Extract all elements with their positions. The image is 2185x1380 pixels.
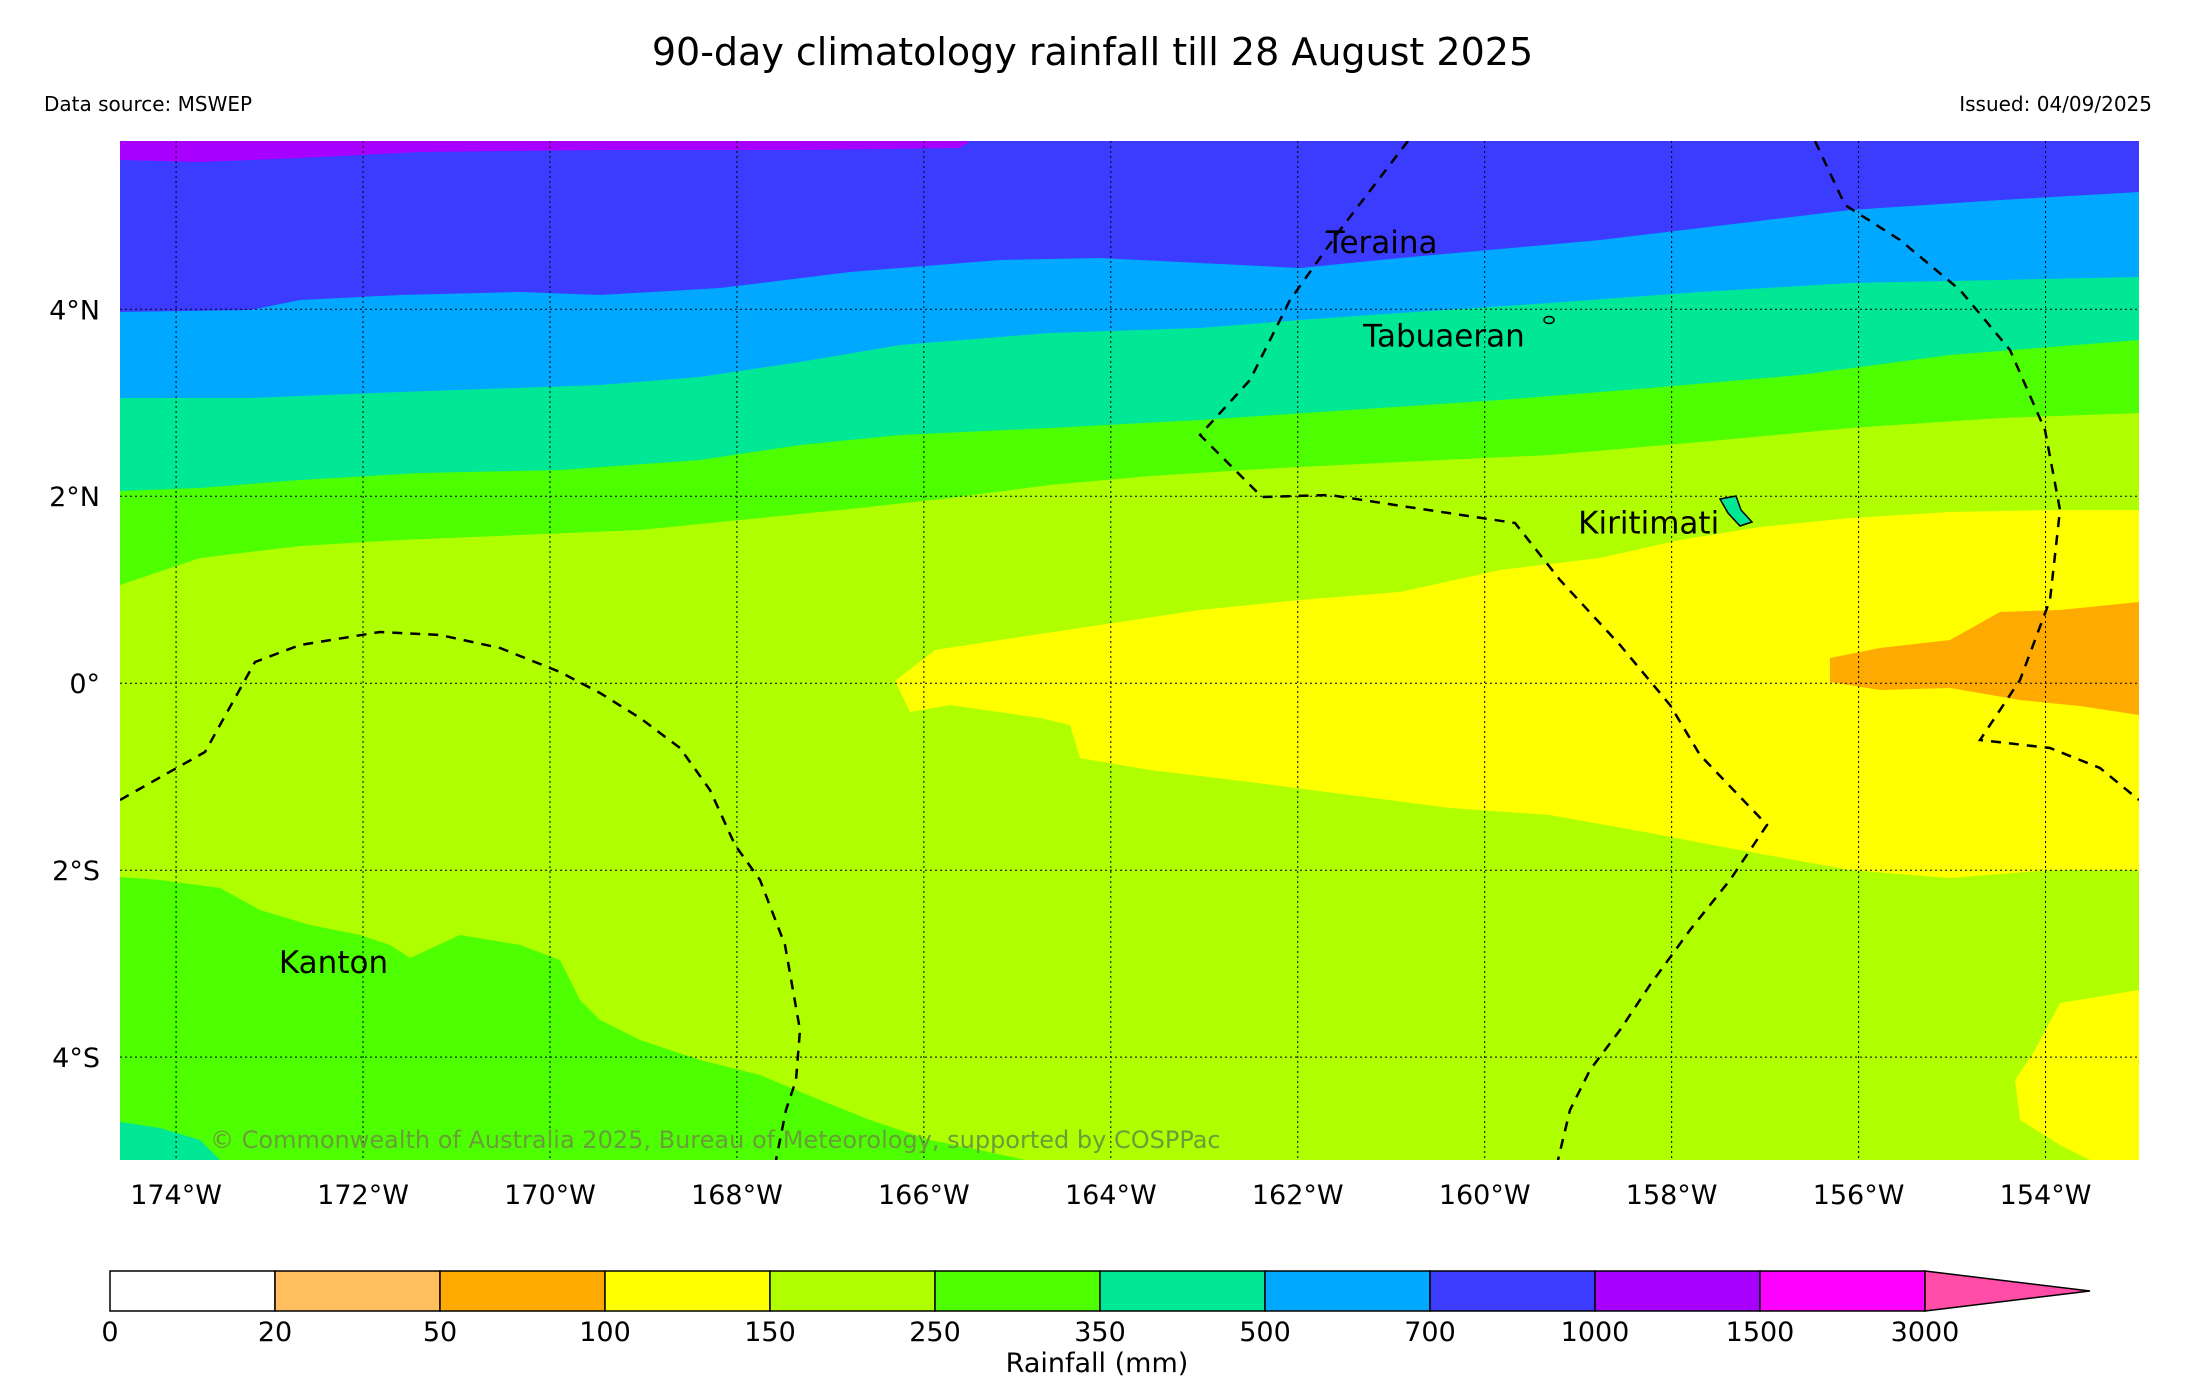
longitude-tick-label: 166°W <box>878 1180 970 1211</box>
legend-swatch <box>109 1270 276 1312</box>
legend-tick-label: 100 <box>579 1317 631 1348</box>
longitude-tick-label: 160°W <box>1439 1180 1531 1211</box>
place-label-kiritimati: Kiritimati <box>1578 506 1719 542</box>
kiritimati-island-outline <box>1718 495 1754 527</box>
longitude-tick-label: 158°W <box>1626 1180 1718 1211</box>
longitude-tick-label: 154°W <box>2000 1180 2092 1211</box>
band-50-100 <box>1830 602 2139 715</box>
legend-tick-label: 0 <box>101 1317 118 1348</box>
legend-swatch <box>1759 1270 1926 1312</box>
band-250-350-south <box>120 877 1025 1160</box>
map-area: Teraina Tabuaeran Kiritimati Kanton © Commo… <box>120 141 2139 1160</box>
legend-swatch <box>1594 1270 1761 1312</box>
longitude-tick-labels: 174°W 172°W 170°W 168°W 166°W 164°W 162°W 160°W… <box>130 1180 2091 1211</box>
legend-extend-arrow <box>1924 1270 2091 1312</box>
legend-swatch <box>274 1270 441 1312</box>
legend-tick-label: 50 <box>423 1317 457 1348</box>
legend-swatch <box>604 1270 771 1312</box>
legend-tick-label: 1500 <box>1726 1317 1795 1348</box>
longitude-tick-label: 172°W <box>317 1180 409 1211</box>
eez-boundary-line-east <box>1813 141 2139 801</box>
longitude-tick-label: 162°W <box>1252 1180 1344 1211</box>
band-100-150 <box>895 510 2139 878</box>
boundary-lines <box>120 141 2139 1160</box>
latitude-tick-label: 4°N <box>49 295 100 326</box>
latitude-tick-label: 0° <box>69 669 100 700</box>
latitude-tick-label: 2°S <box>52 856 100 887</box>
copyright-notice: © Commonwealth of Australia 2025, Bureau… <box>210 1126 1221 1154</box>
longitude-tick-label: 168°W <box>691 1180 783 1211</box>
legend-tick-label: 150 <box>744 1317 796 1348</box>
place-label-kanton: Kanton <box>279 945 388 981</box>
longitude-tick-label: 170°W <box>504 1180 596 1211</box>
legend-label: Rainfall (mm) <box>1006 1348 1189 1379</box>
latitude-tick-label: 4°S <box>52 1043 100 1074</box>
band-1000-1500 <box>120 141 970 162</box>
band-350-500-south <box>120 1122 220 1160</box>
legend-tick-label: 250 <box>909 1317 961 1348</box>
legend-swatch <box>439 1270 606 1312</box>
longitude-tick-label: 156°W <box>1813 1180 1905 1211</box>
legend-swatch <box>1429 1270 1596 1312</box>
legend-tick-label: 20 <box>258 1317 292 1348</box>
legend-tick-label: 700 <box>1404 1317 1456 1348</box>
latitude-tick-label: 2°N <box>49 482 100 513</box>
graticule <box>120 141 2139 1160</box>
legend-swatch <box>1264 1270 1431 1312</box>
eez-boundary-line-north <box>1198 141 1769 1160</box>
longitude-tick-label: 174°W <box>130 1180 222 1211</box>
map-title: 90-day climatology rainfall till 28 Augu… <box>651 30 1534 74</box>
rainfall-legend: 0 20 50 100 150 250 350 500 700 1000 1500 3000 <box>101 1270 2091 1348</box>
tabuaeran-island-outline <box>1543 315 1555 325</box>
legend-tick-label: 350 <box>1074 1317 1126 1348</box>
data-source: Data source: MSWEP <box>44 92 253 116</box>
legend-swatch <box>934 1270 1101 1312</box>
latitude-tick-labels: 4°N 2°N 0° 2°S 4°S <box>49 295 100 1074</box>
place-label-teraina: Teraina <box>1325 225 1438 261</box>
legend-tick-label: 500 <box>1239 1317 1291 1348</box>
legend-swatch <box>1099 1270 1266 1312</box>
legend-tick-label: 3000 <box>1891 1317 1960 1348</box>
legend-swatch <box>769 1270 936 1312</box>
issued-date: Issued: 04/09/2025 <box>1959 92 2152 116</box>
longitude-tick-label: 164°W <box>1065 1180 1157 1211</box>
place-label-tabuaeran: Tabuaeran <box>1362 319 1525 355</box>
legend-tick-label: 1000 <box>1561 1317 1630 1348</box>
place-labels: Teraina Tabuaeran Kiritimati Kanton <box>279 225 1719 981</box>
